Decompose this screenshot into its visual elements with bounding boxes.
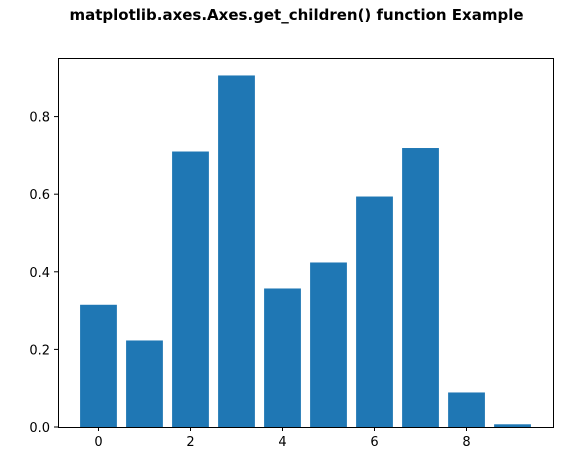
bar-7 [402, 148, 439, 427]
bar-9 [494, 424, 531, 427]
bar-3 [218, 75, 255, 427]
x-tick-label: 4 [278, 435, 286, 450]
bar-2 [172, 152, 209, 427]
bars-group [80, 75, 531, 427]
bar-8 [448, 392, 485, 427]
y-tick-label: 0.0 [29, 421, 50, 436]
bar-5 [310, 262, 347, 427]
y-axis-ticks: 0.0 0.2 0.4 0.6 0.8 [29, 111, 58, 436]
bar-4 [264, 288, 301, 427]
y-tick-label: 0.2 [29, 343, 50, 358]
x-axis-ticks: 0 2 4 6 8 [94, 427, 470, 450]
y-tick-label: 0.8 [29, 111, 50, 126]
y-tick-label: 0.6 [29, 188, 50, 203]
x-tick-label: 6 [370, 435, 378, 450]
y-tick-label: 0.4 [29, 266, 50, 281]
bar-1 [126, 340, 163, 427]
x-tick-label: 8 [462, 435, 470, 450]
x-tick-label: 0 [94, 435, 102, 450]
bar-0 [80, 305, 117, 427]
bar-6 [356, 197, 393, 427]
x-tick-label: 2 [186, 435, 194, 450]
